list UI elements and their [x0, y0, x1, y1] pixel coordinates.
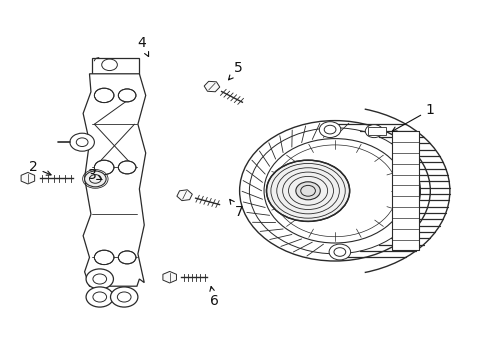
Circle shape	[94, 250, 114, 265]
Circle shape	[86, 269, 113, 289]
Circle shape	[110, 287, 138, 307]
Text: 1: 1	[391, 103, 434, 131]
Circle shape	[94, 160, 114, 175]
Text: 4: 4	[137, 36, 148, 57]
Circle shape	[118, 161, 136, 174]
Text: 6: 6	[209, 287, 218, 307]
Polygon shape	[391, 131, 418, 251]
Polygon shape	[163, 271, 176, 283]
Text: 2: 2	[29, 161, 51, 175]
Text: 3: 3	[87, 168, 102, 181]
Circle shape	[319, 122, 340, 138]
Circle shape	[118, 89, 136, 102]
Polygon shape	[177, 190, 192, 201]
Polygon shape	[204, 81, 219, 92]
Polygon shape	[367, 127, 386, 135]
Circle shape	[266, 160, 349, 221]
Circle shape	[94, 88, 114, 103]
Circle shape	[328, 244, 350, 260]
Text: 7: 7	[229, 199, 244, 219]
Circle shape	[70, 133, 94, 151]
Circle shape	[295, 182, 320, 200]
Circle shape	[118, 251, 136, 264]
Circle shape	[217, 104, 451, 277]
Circle shape	[84, 171, 106, 187]
Circle shape	[86, 287, 113, 307]
Polygon shape	[21, 172, 35, 184]
Circle shape	[365, 125, 382, 138]
Polygon shape	[92, 58, 139, 74]
Polygon shape	[83, 74, 145, 286]
Text: 5: 5	[228, 62, 243, 80]
